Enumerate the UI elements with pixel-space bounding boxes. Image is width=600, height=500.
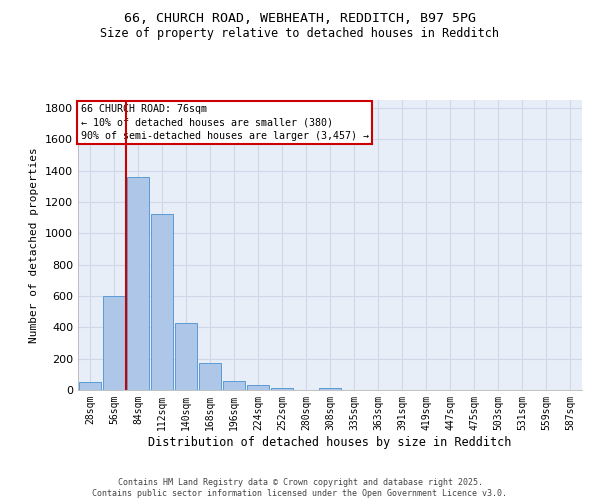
Bar [175,322,197,390]
Bar [271,388,293,390]
Bar [151,214,173,390]
X-axis label: Distribution of detached houses by size in Redditch: Distribution of detached houses by size … [148,436,512,448]
Y-axis label: Number of detached properties: Number of detached properties [29,147,40,343]
Bar [223,380,245,390]
Text: Contains HM Land Registry data © Crown copyright and database right 2025.
Contai: Contains HM Land Registry data © Crown c… [92,478,508,498]
Text: 66, CHURCH ROAD, WEBHEATH, REDDITCH, B97 5PG: 66, CHURCH ROAD, WEBHEATH, REDDITCH, B97… [124,12,476,26]
Bar [319,388,341,390]
Bar [247,384,269,390]
Text: 66 CHURCH ROAD: 76sqm
← 10% of detached houses are smaller (380)
90% of semi-det: 66 CHURCH ROAD: 76sqm ← 10% of detached … [80,104,368,141]
Bar [79,382,101,390]
Text: Size of property relative to detached houses in Redditch: Size of property relative to detached ho… [101,28,499,40]
Bar [199,364,221,390]
Bar [103,296,125,390]
Bar [127,177,149,390]
